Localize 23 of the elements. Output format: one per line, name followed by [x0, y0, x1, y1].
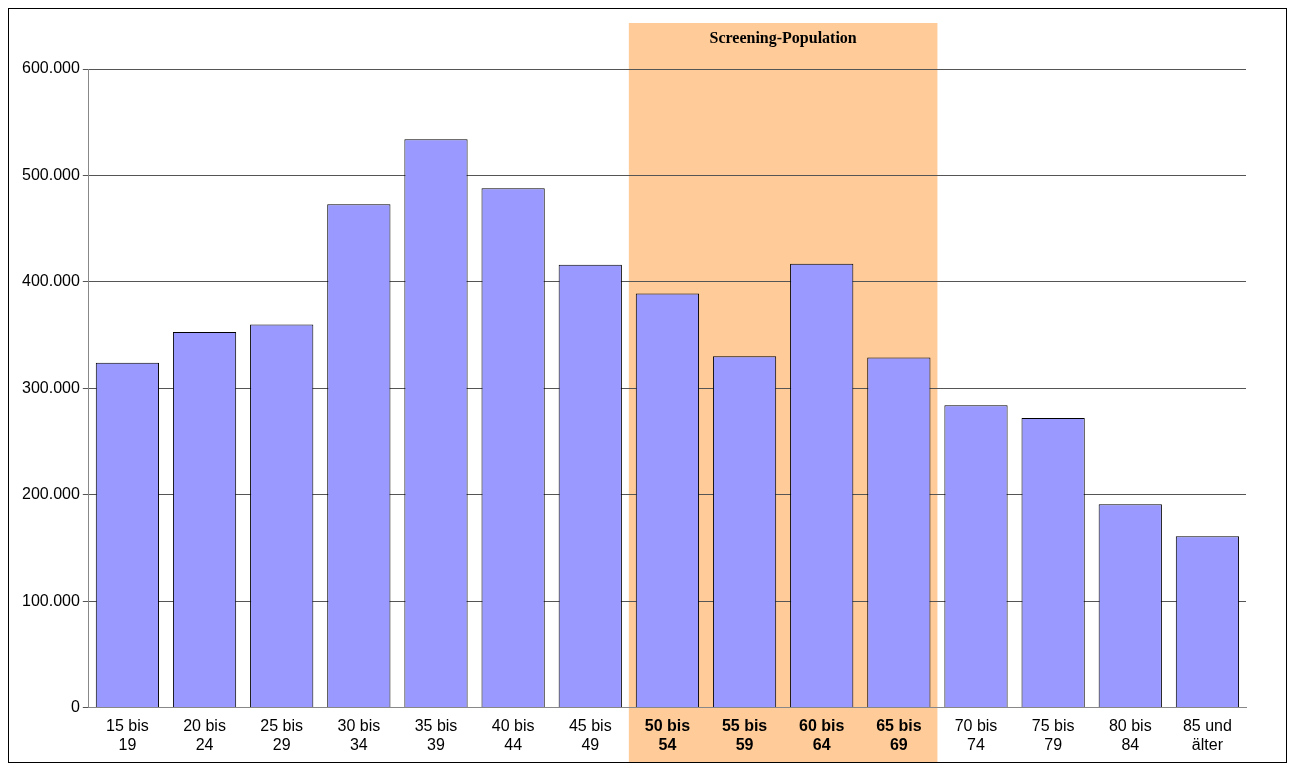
x-tick-label: 40 bis 44 — [491, 716, 535, 753]
x-tick-label: 60 bis 64 — [799, 716, 845, 753]
x-tick-label: 45 bis 49 — [568, 716, 612, 753]
x-tick-label: 65 bis 69 — [876, 716, 922, 753]
y-tick-label: 300.000 — [21, 378, 80, 396]
x-tick-label: 15 bis 19 — [106, 716, 149, 753]
y-tick-label: 100.000 — [21, 591, 80, 609]
y-tick-label: 500.000 — [21, 165, 80, 183]
x-tick-label: 20 bis 24 — [183, 716, 226, 753]
y-tick-label: 200.000 — [21, 485, 80, 503]
x-tick-label: 80 bis 84 — [1108, 716, 1152, 753]
x-tick-label: 25 bis 29 — [260, 716, 304, 753]
x-tick-label: 30 bis 34 — [337, 716, 381, 753]
x-tick-label: 55 bis 59 — [721, 716, 768, 753]
y-tick-label: 600.000 — [21, 59, 80, 77]
x-tick-label: 35 bis 39 — [414, 716, 458, 753]
x-tick-label: 75 bis 79 — [1031, 716, 1075, 753]
y-tick-label: 0 — [70, 698, 80, 716]
band-label: Screening-Population — [709, 29, 857, 48]
x-tick-label: 50 bis 54 — [644, 716, 691, 753]
y-tick-label: 400.000 — [21, 272, 80, 290]
x-tick-label: 85 und älter — [1182, 716, 1232, 753]
x-tick-label: 70 bis 74 — [954, 716, 998, 753]
